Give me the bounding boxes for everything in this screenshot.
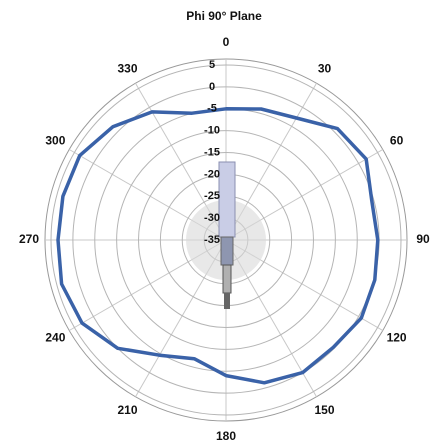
r-tick-label: -15	[204, 146, 220, 158]
theta-tick-label: 150	[314, 403, 334, 417]
theta-tick-label: 180	[216, 429, 236, 441]
grid-ring	[116, 130, 336, 350]
r-tick-label: -10	[204, 125, 220, 137]
grid-ring	[50, 64, 402, 416]
r-tick-label: -35	[204, 234, 220, 246]
r-tick-label: -25	[204, 190, 220, 202]
theta-tick-label: 210	[117, 403, 137, 417]
theta-tick-label: 330	[117, 62, 137, 76]
r-tick-label: 0	[209, 81, 215, 93]
r-tick-label: 5	[209, 59, 215, 71]
r-tick-label: -5	[207, 103, 217, 115]
theta-tick-label: 270	[19, 232, 39, 246]
theta-tick-label: 240	[45, 331, 65, 345]
theta-tick-label: 30	[318, 62, 332, 76]
r-tick-label: -30	[204, 212, 220, 224]
chart-title: Phi 90° Plane	[186, 9, 262, 23]
theta-tick-label: 90	[416, 232, 430, 246]
theta-tick-label: 60	[390, 134, 404, 148]
theta-tick-label: 0	[223, 35, 230, 49]
theta-tick-label: 120	[387, 331, 407, 345]
theta-tick-label: 300	[45, 134, 65, 148]
antenna-image	[186, 161, 266, 309]
grid-ring	[138, 152, 314, 328]
pattern-line	[56, 107, 380, 385]
r-tick-label: -20	[204, 168, 220, 180]
